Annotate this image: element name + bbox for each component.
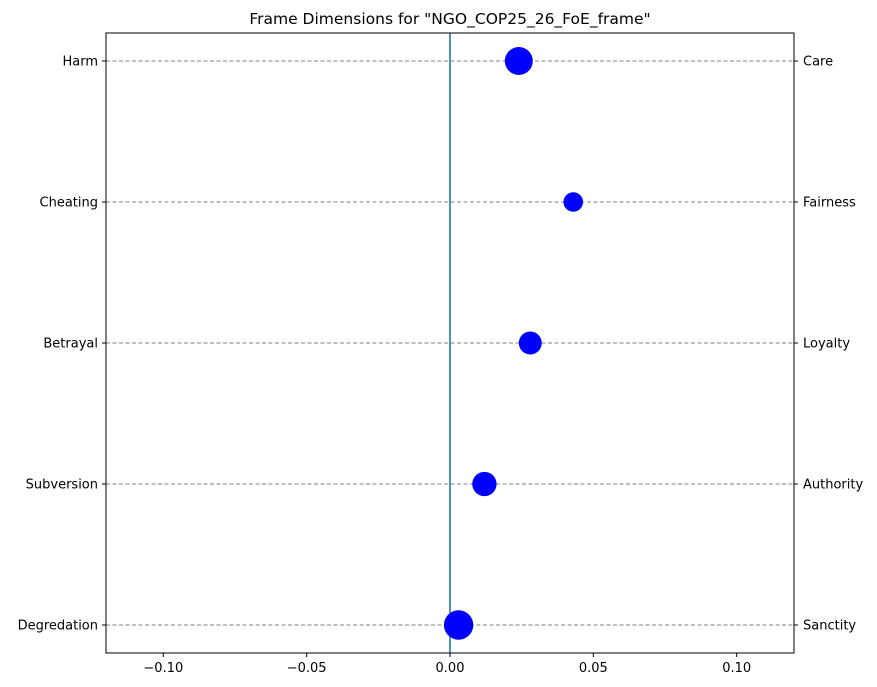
right-tick-label: Loyalty <box>803 337 850 352</box>
data-points <box>443 47 584 640</box>
right-tick-label: Fairness <box>803 196 856 211</box>
left-tick-label: Harm <box>62 55 98 70</box>
left-axis: Harm Cheating Betrayal Subversion Degredatio… <box>18 55 106 634</box>
left-tick-label: Betrayal <box>43 337 98 352</box>
data-point <box>504 47 533 75</box>
data-point <box>563 192 584 212</box>
x-tick-label: 0.10 <box>722 661 751 676</box>
left-tick-label: Subversion <box>26 478 98 493</box>
x-tick-label: −0.05 <box>287 661 327 676</box>
x-axis: −0.10 −0.05 0.00 0.05 0.10 <box>143 653 751 676</box>
x-tick-label: 0.05 <box>579 661 608 676</box>
right-axis: Care Fairness Loyalty Authority Sanctity <box>794 55 863 634</box>
grid-lines <box>106 60 794 626</box>
left-tick-label: Degredation <box>18 619 98 634</box>
right-tick-label: Care <box>803 55 833 70</box>
data-point <box>443 610 474 640</box>
x-tick-label: 0.00 <box>436 661 465 676</box>
x-tick-label: −0.10 <box>143 661 183 676</box>
left-tick-label: Cheating <box>40 196 98 211</box>
chart-title: Frame Dimensions for "NGO_COP25_26_FoE_f… <box>249 10 650 29</box>
right-tick-label: Sanctity <box>803 619 856 634</box>
data-point <box>472 471 497 497</box>
data-point <box>518 331 542 355</box>
right-tick-label: Authority <box>803 478 863 493</box>
